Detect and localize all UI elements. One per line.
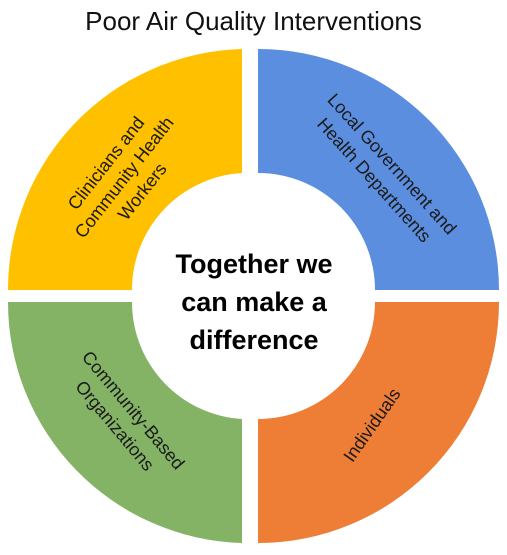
segment-community-based xyxy=(7,302,242,543)
segment-clinicians xyxy=(7,49,242,290)
center-line-2: can make a xyxy=(181,287,328,317)
center-message: Together we can make a difference xyxy=(175,249,332,355)
center-line-1: Together we xyxy=(175,249,332,279)
segment-individuals xyxy=(258,302,499,543)
page-title: Poor Air Quality Interventions xyxy=(85,6,422,36)
segment-local-government xyxy=(258,49,499,290)
center-line-3: difference xyxy=(189,325,318,355)
